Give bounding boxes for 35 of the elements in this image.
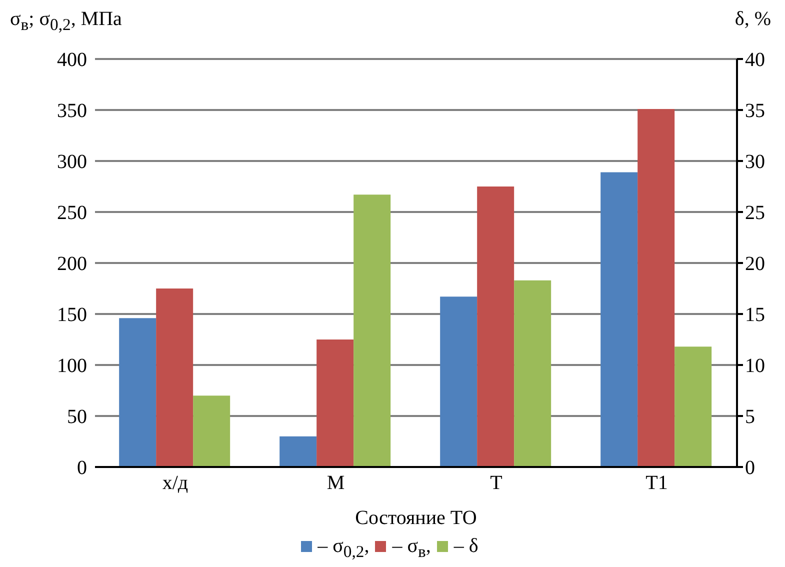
x-tick-label: М <box>326 472 345 494</box>
y2-tick-label: 40 <box>745 49 765 72</box>
bar <box>354 194 391 467</box>
x-tick-label: х/д <box>162 472 188 494</box>
x-tick-label: Т <box>490 472 502 494</box>
y-tick-label: 0 <box>77 457 87 480</box>
y-tick-label: 400 <box>57 49 87 72</box>
y-tick-label: 300 <box>57 151 87 174</box>
y-tick-label: 50 <box>67 406 87 428</box>
y-tick-label: 350 <box>57 100 87 122</box>
bar <box>280 436 317 467</box>
y2-tick-label: 25 <box>745 202 765 224</box>
bar <box>156 288 194 467</box>
legend-label: – σ$_{в}$, <box>392 535 431 561</box>
x-axis-title: Состояние ТО <box>355 507 477 529</box>
y2-tick-label: 35 <box>745 100 765 122</box>
y2-tick-label: 5 <box>745 406 755 428</box>
legend-label: – σ$_{0,2}$, <box>318 535 370 561</box>
y-tick-label: 250 <box>57 202 87 224</box>
y-tick-label: 200 <box>57 253 87 276</box>
legend-label: – δ <box>454 535 478 557</box>
y2-tick-label: 0 <box>745 457 755 480</box>
y2-tick-label: 20 <box>745 253 765 276</box>
y2-tick-label: 15 <box>745 304 765 326</box>
x-tick-label: Т1 <box>646 472 668 494</box>
bar <box>600 172 638 467</box>
y-tick-label: 100 <box>57 355 87 378</box>
y-tick-label: 150 <box>57 304 87 326</box>
y2-tick-label: 10 <box>745 355 765 378</box>
y2-axis-title: δ, % <box>734 8 771 30</box>
y-axis-title: σ$_{в}$; σ$_{0,2}$, МПа <box>10 8 122 34</box>
bar <box>638 108 675 467</box>
bar <box>119 318 156 467</box>
bar <box>440 296 478 467</box>
y2-tick-label: 30 <box>745 151 765 174</box>
